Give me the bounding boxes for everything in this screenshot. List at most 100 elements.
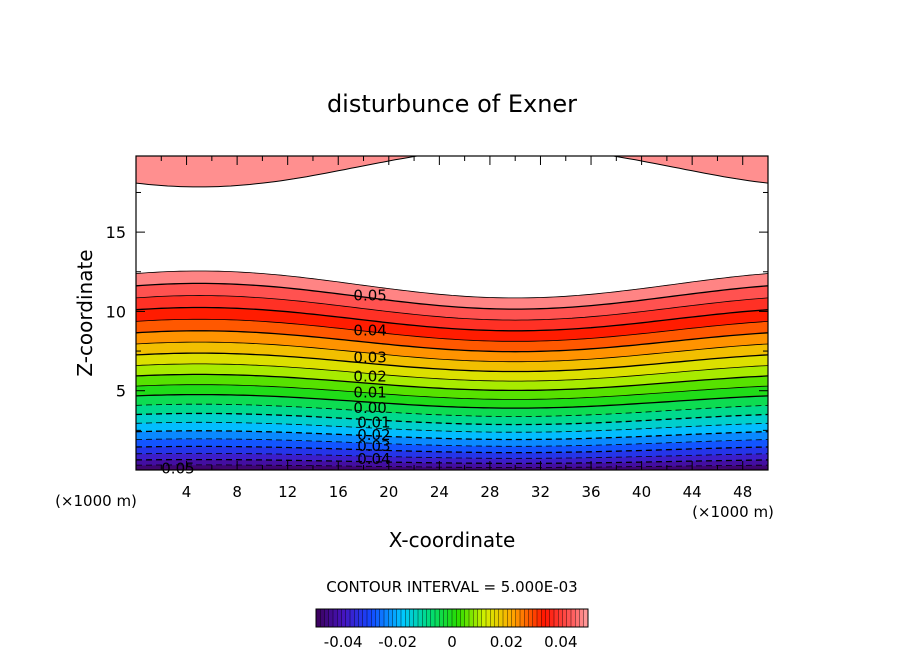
contour-line bbox=[136, 330, 768, 353]
contour-labels: 0.050.040.030.020.010.000.010.020.030.04… bbox=[161, 287, 390, 478]
color-band bbox=[136, 156, 768, 187]
colorbar-cell bbox=[350, 609, 355, 627]
contour-label: 0.00 bbox=[353, 399, 386, 417]
colorbar-cell bbox=[447, 609, 453, 627]
colorbar-cell bbox=[473, 609, 478, 627]
contour-label: 0.03 bbox=[353, 348, 386, 366]
chart-title: disturbunce of Exner bbox=[327, 90, 577, 118]
colorbar-cell bbox=[481, 609, 487, 627]
colorbar-tick-label: -0.04 bbox=[324, 633, 363, 651]
contour-line bbox=[136, 156, 768, 188]
contour-line bbox=[136, 430, 768, 441]
colorbar-cell bbox=[460, 609, 466, 627]
contour-label: 0.05 bbox=[353, 287, 386, 305]
colorbar-cell bbox=[316, 609, 321, 627]
contour-line bbox=[136, 421, 768, 433]
colorbar-cell bbox=[507, 609, 512, 627]
colorbar-cell bbox=[337, 609, 342, 627]
contour-line bbox=[136, 295, 768, 321]
contour-line bbox=[136, 306, 768, 332]
contour-interval-text: CONTOUR INTERVAL = 5.000E-03 bbox=[326, 578, 577, 596]
colorbar-cell bbox=[418, 609, 423, 627]
colorbar-ticks: -0.04 -0.02 0 0.02 0.04 bbox=[324, 633, 578, 651]
x-unit-left: (×1000 m) bbox=[55, 492, 137, 510]
contour-label: 0.04 bbox=[353, 321, 386, 339]
y-tick-label: 10 bbox=[106, 302, 126, 321]
contour-line bbox=[136, 445, 768, 454]
x-tick-label: 24 bbox=[430, 483, 449, 501]
x-tick-label: 40 bbox=[632, 483, 651, 501]
contour-line bbox=[136, 318, 768, 342]
colorbar-cell bbox=[413, 609, 419, 627]
colorbar-cell bbox=[554, 609, 559, 627]
x-tick-label: 48 bbox=[733, 483, 752, 501]
colorbar-tick-label: 0 bbox=[447, 633, 457, 651]
contour-line bbox=[136, 363, 768, 382]
colorbar-cell bbox=[388, 609, 393, 627]
colorbar-cell bbox=[396, 609, 402, 627]
colorbar-cell bbox=[477, 609, 483, 627]
contour-line bbox=[136, 438, 768, 447]
colorbar-cell bbox=[549, 609, 555, 627]
y-tick-label: 15 bbox=[106, 223, 126, 242]
colorbar-cell bbox=[367, 609, 372, 627]
colorbar-cell bbox=[532, 609, 538, 627]
contour-line bbox=[136, 384, 768, 400]
colorbar-cell bbox=[571, 609, 576, 627]
colorbar-cell bbox=[575, 609, 580, 627]
colorbar-cell bbox=[405, 609, 410, 627]
contour-line bbox=[136, 412, 768, 426]
colorbar-cell bbox=[558, 609, 563, 627]
colorbar-cell bbox=[430, 609, 436, 627]
x-tick-label: 4 bbox=[182, 483, 192, 501]
colorbar-cell bbox=[341, 609, 347, 627]
x-axis-ticks: 4 8 12 16 20 24 28 32 36 40 44 48 bbox=[160, 156, 752, 501]
plot-frame bbox=[135, 155, 769, 471]
colorbar bbox=[315, 608, 589, 628]
colorbar-cell bbox=[392, 609, 398, 627]
colorbar-cell bbox=[503, 609, 508, 627]
colorbar-cell bbox=[537, 609, 542, 627]
colorbar-cell bbox=[464, 609, 470, 627]
colorbar-tick-label: 0.04 bbox=[544, 633, 577, 651]
colorbar-frame bbox=[315, 608, 589, 628]
contour-label: 0.01 bbox=[357, 413, 390, 431]
contour-line bbox=[136, 282, 768, 310]
colorbar-cell bbox=[328, 609, 334, 627]
x-tick-label: 36 bbox=[581, 483, 600, 501]
colorbar-cell bbox=[566, 609, 572, 627]
colorbar-cell bbox=[524, 609, 529, 627]
colorbar-cell bbox=[579, 609, 585, 627]
x-tick-label: 44 bbox=[683, 483, 702, 501]
colorbar-cell bbox=[409, 609, 415, 627]
contour-line bbox=[136, 352, 768, 373]
contour-label: 0.02 bbox=[353, 367, 386, 385]
y-axis-label: Z-coordinate bbox=[73, 249, 97, 376]
colorbar-cell bbox=[435, 609, 440, 627]
colorbar-cell bbox=[443, 609, 449, 627]
colorbar-tick-label: 0.02 bbox=[490, 633, 523, 651]
colorbar-cell bbox=[456, 609, 461, 627]
colorbar-cell bbox=[422, 609, 427, 627]
contour-line bbox=[136, 403, 768, 417]
x-tick-label: 16 bbox=[329, 483, 348, 501]
y-tick-label: 5 bbox=[116, 382, 126, 401]
contour-line bbox=[136, 373, 768, 392]
colorbar-cell bbox=[324, 609, 330, 627]
x-axis-label: X-coordinate bbox=[389, 528, 516, 552]
colorbar-cell bbox=[426, 609, 432, 627]
colorbar-cell bbox=[490, 609, 495, 627]
colorbar-cell bbox=[486, 609, 491, 627]
colorbar-cell bbox=[562, 609, 568, 627]
colorbar-cell bbox=[498, 609, 504, 627]
contour-line bbox=[136, 458, 768, 465]
contour-label: 0.01 bbox=[353, 383, 386, 401]
colorbar-cell bbox=[379, 609, 385, 627]
colorbar-cell bbox=[520, 609, 525, 627]
colorbar-cell bbox=[528, 609, 534, 627]
colorbar-cell bbox=[345, 609, 351, 627]
colorbar-cell bbox=[354, 609, 359, 627]
colorbar-cell bbox=[375, 609, 381, 627]
colorbar-cell bbox=[333, 609, 338, 627]
